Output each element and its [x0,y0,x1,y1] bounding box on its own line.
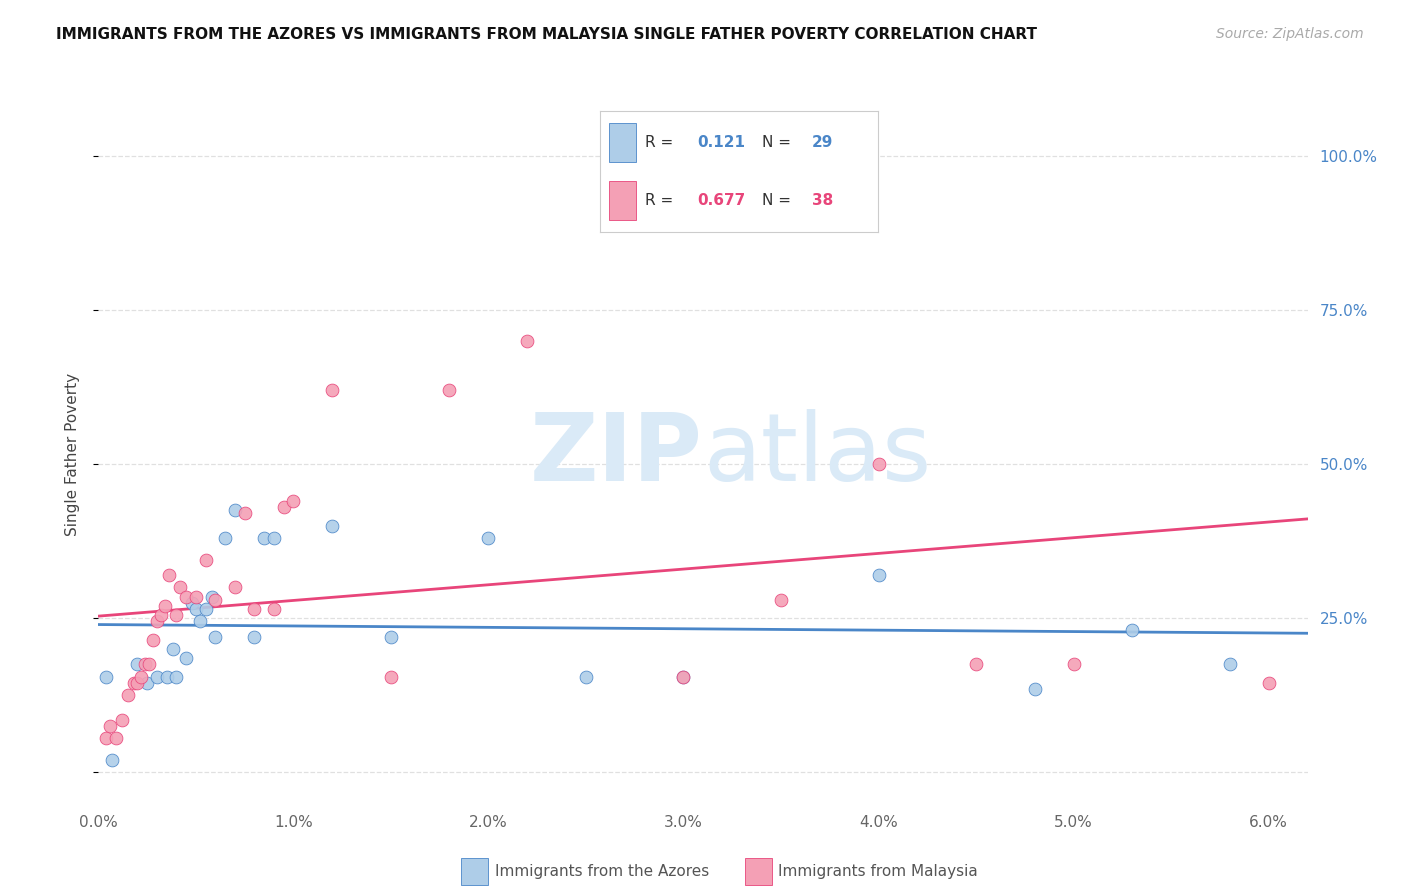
Point [965,657,987,672]
Point [153,599,176,613]
Bar [461,858,488,885]
Point [1257,675,1279,690]
Bar [745,858,772,885]
Point [169,580,191,594]
Point [868,568,890,582]
Point [1024,681,1046,696]
Point [156,669,179,683]
Point [174,590,197,604]
Point [380,669,402,683]
Point [136,675,159,690]
Point [184,602,207,616]
Point [111,713,134,727]
Point [672,669,695,683]
Point [204,630,226,644]
Point [224,503,246,517]
Point [477,531,499,545]
Point [131,669,153,683]
Text: atlas: atlas [703,409,931,501]
Y-axis label: Single Father Poverty: Single Father Poverty [65,374,80,536]
Point [253,531,276,545]
Point [868,457,890,471]
Point [321,518,343,533]
Text: Immigrants from Malaysia: Immigrants from Malaysia [778,864,977,880]
Point [769,592,792,607]
Point [1219,657,1241,672]
Point [117,688,139,702]
Point [157,568,180,582]
Text: ZIP: ZIP [530,409,703,501]
Point [224,580,246,594]
Point [243,630,266,644]
Point [122,675,145,690]
Point [188,614,211,628]
Point [174,651,197,665]
Point [575,669,598,683]
Point [1063,657,1085,672]
Point [127,657,149,672]
Point [138,657,160,672]
Point [194,602,217,616]
Point [263,531,285,545]
Point [181,596,204,610]
Point [165,607,187,622]
Point [1121,624,1143,638]
Point [243,602,266,616]
Point [263,602,285,616]
Point [516,334,538,348]
Point [184,590,207,604]
Point [672,669,695,683]
Point [98,719,121,733]
Point [149,607,172,622]
Point [380,630,402,644]
Point [146,614,169,628]
Point [146,669,169,683]
Point [233,507,256,521]
Point [214,531,236,545]
Text: IMMIGRANTS FROM THE AZORES VS IMMIGRANTS FROM MALAYSIA SINGLE FATHER POVERTY COR: IMMIGRANTS FROM THE AZORES VS IMMIGRANTS… [56,27,1038,42]
Point [200,590,222,604]
Point [273,500,295,515]
Point [142,632,165,647]
Point [96,669,118,683]
Point [127,675,149,690]
Point [204,592,226,607]
Text: Immigrants from the Azores: Immigrants from the Azores [495,864,709,880]
Point [439,384,461,398]
Point [194,552,217,566]
Point [134,657,156,672]
Point [104,731,127,746]
Point [101,753,124,767]
Point [283,494,305,508]
Point [165,669,187,683]
Point [633,198,655,212]
Point [321,384,343,398]
Point [162,641,184,656]
Text: Source: ZipAtlas.com: Source: ZipAtlas.com [1216,27,1364,41]
Point [96,731,118,746]
